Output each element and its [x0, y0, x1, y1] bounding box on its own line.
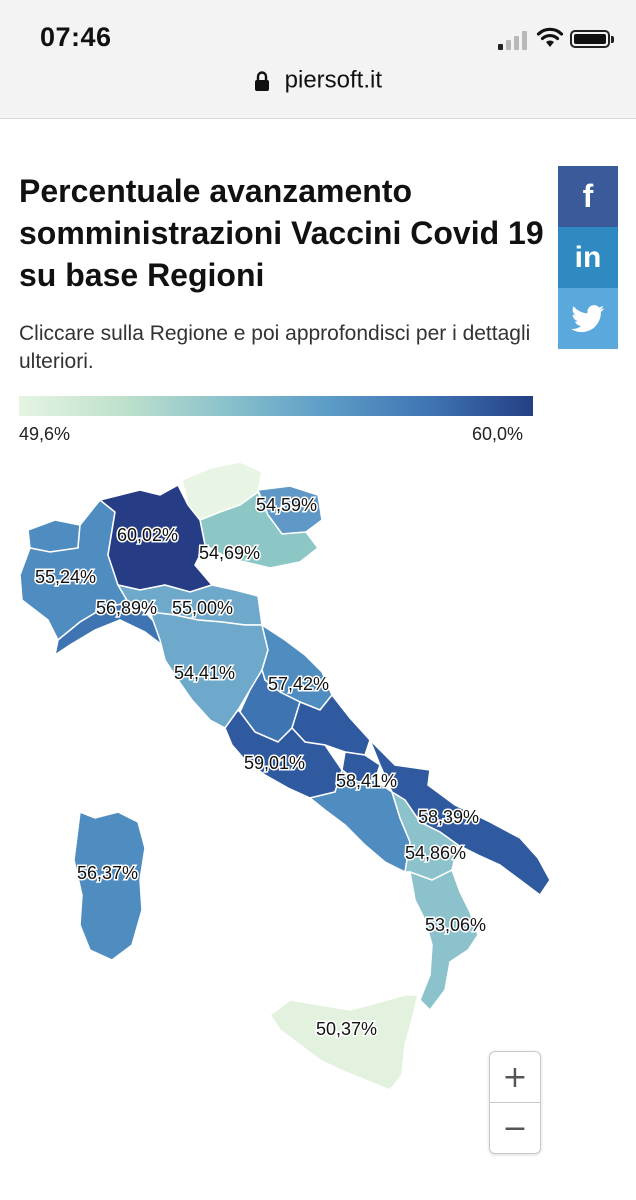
label-basilicata: 54,86%: [405, 843, 466, 863]
label-sicilia: 50,37%: [316, 1019, 377, 1039]
label-liguria: 56,89%: [96, 598, 157, 618]
label-sardegna: 56,37%: [77, 863, 138, 883]
label-piemonte: 55,24%: [35, 567, 96, 587]
label-emilia-romagna: 54,69%: [199, 543, 260, 563]
legend-min-label: 49,6%: [19, 424, 71, 444]
linkedin-share-button[interactable]: in: [558, 227, 618, 288]
label-umbria: 54,41%: [174, 663, 235, 683]
facebook-icon: f: [582, 178, 594, 214]
label-lazio: 59,01%: [244, 753, 305, 773]
label-lombardia: 60,02%: [117, 525, 178, 545]
legend-color-scale: [19, 396, 533, 416]
region-veneto[interactable]: [199, 490, 320, 569]
facebook-share-button[interactable]: f: [558, 166, 618, 227]
cellular-signal-icon: [498, 30, 532, 50]
url-text: piersoft.it: [284, 66, 383, 94]
label-veneto: 54,59%: [256, 495, 317, 515]
region-sicilia[interactable]: [268, 994, 419, 1091]
region-sardegna[interactable]: [73, 810, 146, 961]
label-marche: 57,42%: [268, 674, 329, 694]
wifi-icon: [536, 27, 564, 47]
italy-choropleth-map[interactable]: 54,59% 60,02% 54,69% 55,24% 56,89% 55,00…: [0, 455, 636, 1100]
region-valle-daosta[interactable]: [27, 519, 81, 553]
label-puglia: 58,39%: [418, 807, 479, 827]
label-calabria: 53,06%: [425, 915, 486, 935]
region-lazio[interactable]: [224, 708, 343, 799]
status-time: 07:46: [40, 22, 112, 52]
label-campania: 58,41%: [336, 771, 397, 791]
page-subtitle: Cliccare sulla Regione e poi approfondis…: [19, 322, 531, 373]
battery-icon: [570, 30, 614, 48]
legend-max-label: 60,0%: [472, 424, 524, 444]
zoom-out-button[interactable]: −: [502, 1110, 528, 1146]
label-toscana: 55,00%: [172, 598, 233, 618]
zoom-in-button[interactable]: +: [490, 1052, 540, 1103]
lock-icon: [254, 70, 269, 91]
region-calabria[interactable]: [409, 868, 479, 1012]
social-share-bar: f in: [558, 166, 618, 349]
linkedin-icon: in: [574, 240, 602, 274]
twitter-icon: [571, 304, 605, 332]
twitter-share-button[interactable]: [558, 288, 618, 349]
page-title: Percentuale avanzamento somministrazioni…: [19, 173, 544, 293]
status-bar: 07:46 piersoft.it: [0, 0, 636, 119]
address-bar[interactable]: piersoft.it: [0, 66, 636, 95]
region-lombardia[interactable]: [98, 483, 214, 593]
zoom-control: + −: [489, 1051, 541, 1154]
